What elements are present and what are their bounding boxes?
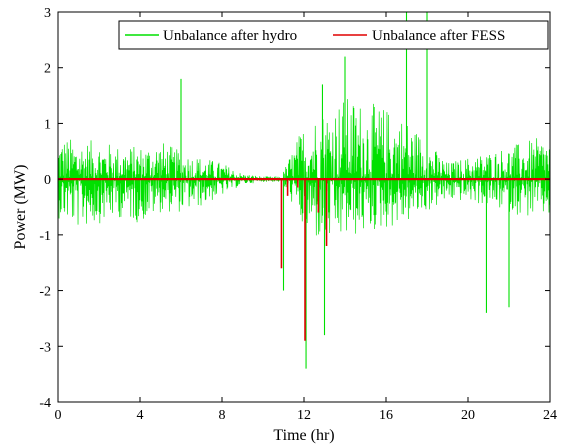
- y-tick-label-5: 1: [44, 117, 51, 132]
- x-tick-label-6: 24: [543, 408, 557, 423]
- x-tick-label-0: 0: [55, 408, 62, 423]
- y-axis-label: Power (MW): [12, 165, 29, 250]
- legend: Unbalance after hydro Unbalance after FES…: [118, 20, 549, 50]
- x-tick-label-2: 8: [219, 408, 226, 423]
- x-tick-label-4: 16: [379, 408, 393, 423]
- legend-label-0: Unbalance after hydro: [163, 28, 297, 44]
- plot-frame: [57, 11, 551, 403]
- y-tick-label-6: 2: [44, 62, 51, 77]
- legend-label-1: Unbalance after FESS: [372, 28, 505, 44]
- y-tick-label-0: -4: [39, 396, 51, 411]
- y-tick-label-1: -3: [39, 340, 51, 355]
- y-tick-label-3: -1: [39, 229, 51, 244]
- plot-content: [58, 12, 550, 369]
- x-tick-label-3: 12: [297, 408, 311, 423]
- y-tick-label-7: 3: [44, 6, 51, 21]
- y-tick-label-4: 0: [44, 173, 51, 188]
- x-tick-label-1: 4: [137, 408, 144, 423]
- x-axis-label: Time (hr): [273, 427, 334, 444]
- y-tick-label-2: -2: [39, 285, 51, 300]
- x-tick-label-5: 20: [461, 408, 475, 423]
- series-hydro-line: [58, 99, 550, 236]
